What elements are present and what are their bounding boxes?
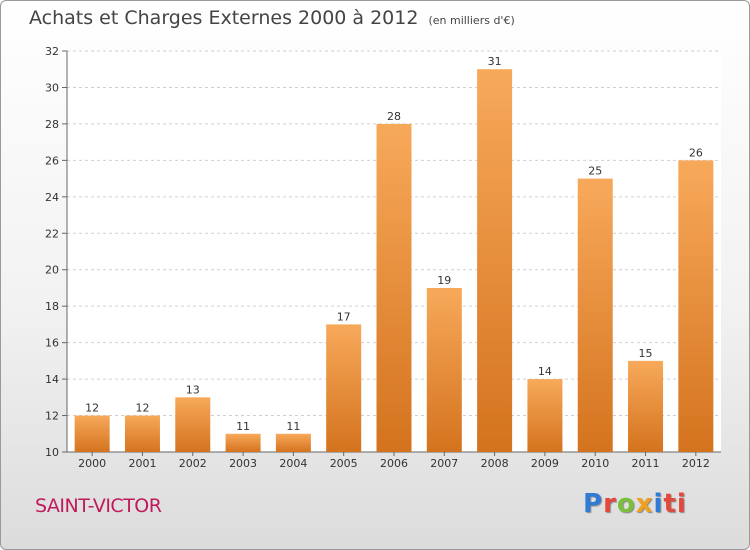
- x-tick-label: 2003: [229, 457, 257, 470]
- bar-value-label: 14: [538, 365, 552, 378]
- x-tick-label: 2004: [279, 457, 307, 470]
- bar: [326, 324, 362, 452]
- y-tick-label: 32: [45, 45, 59, 58]
- bar: [527, 379, 563, 452]
- x-tick-label: 2005: [330, 457, 358, 470]
- bar-value-label: 15: [639, 347, 653, 360]
- y-tick-label: 22: [45, 227, 59, 240]
- bar-value-label: 17: [337, 310, 351, 323]
- bar-value-label: 12: [85, 402, 99, 415]
- y-tick-label: 18: [45, 300, 59, 313]
- y-tick-label: 16: [45, 337, 59, 350]
- x-tick-label: 2010: [581, 457, 609, 470]
- bar: [426, 287, 462, 452]
- bar-value-label: 19: [437, 274, 451, 287]
- x-tick-label: 2001: [128, 457, 156, 470]
- bar-value-label: 13: [186, 383, 200, 396]
- bar-value-label: 26: [689, 146, 703, 159]
- y-tick-label: 14: [45, 373, 59, 386]
- bar: [477, 69, 513, 453]
- chart-title-text: Achats et Charges Externes 2000 à 2012: [29, 7, 419, 29]
- bar: [628, 360, 664, 452]
- chart-unit: (en milliers d'€): [428, 14, 515, 27]
- bar: [678, 160, 714, 452]
- bar-value-label: 28: [387, 110, 401, 123]
- x-tick-label: 2012: [682, 457, 710, 470]
- proxiti-logo: Proxiti: [583, 489, 687, 519]
- bar: [577, 178, 613, 452]
- y-tick-label: 10: [45, 446, 59, 459]
- bar: [225, 433, 261, 452]
- bar-value-label: 12: [135, 402, 149, 415]
- bar: [124, 415, 160, 452]
- bar: [74, 415, 110, 452]
- bar-value-label: 25: [588, 165, 602, 178]
- bar: [376, 123, 412, 452]
- y-tick-label: 26: [45, 154, 59, 167]
- chart-title: Achats et Charges Externes 2000 à 2012 (e…: [29, 7, 515, 29]
- y-tick-label: 24: [45, 191, 59, 204]
- bar-value-label: 11: [286, 420, 300, 433]
- y-tick-label: 20: [45, 264, 59, 277]
- x-tick-label: 2006: [380, 457, 408, 470]
- x-tick-label: 2011: [632, 457, 660, 470]
- x-tick-label: 2002: [179, 457, 207, 470]
- x-tick-label: 2008: [481, 457, 509, 470]
- commune-name: SAINT-VICTOR: [35, 495, 162, 517]
- x-tick-label: 2009: [531, 457, 559, 470]
- bar: [175, 397, 211, 452]
- y-tick-label: 12: [45, 410, 59, 423]
- bar-value-label: 31: [488, 55, 502, 68]
- y-tick-label: 30: [45, 81, 59, 94]
- x-tick-label: 2000: [78, 457, 106, 470]
- bar-value-label: 11: [236, 420, 250, 433]
- y-tick-label: 28: [45, 118, 59, 131]
- bar: [275, 433, 311, 452]
- x-tick-label: 2007: [430, 457, 458, 470]
